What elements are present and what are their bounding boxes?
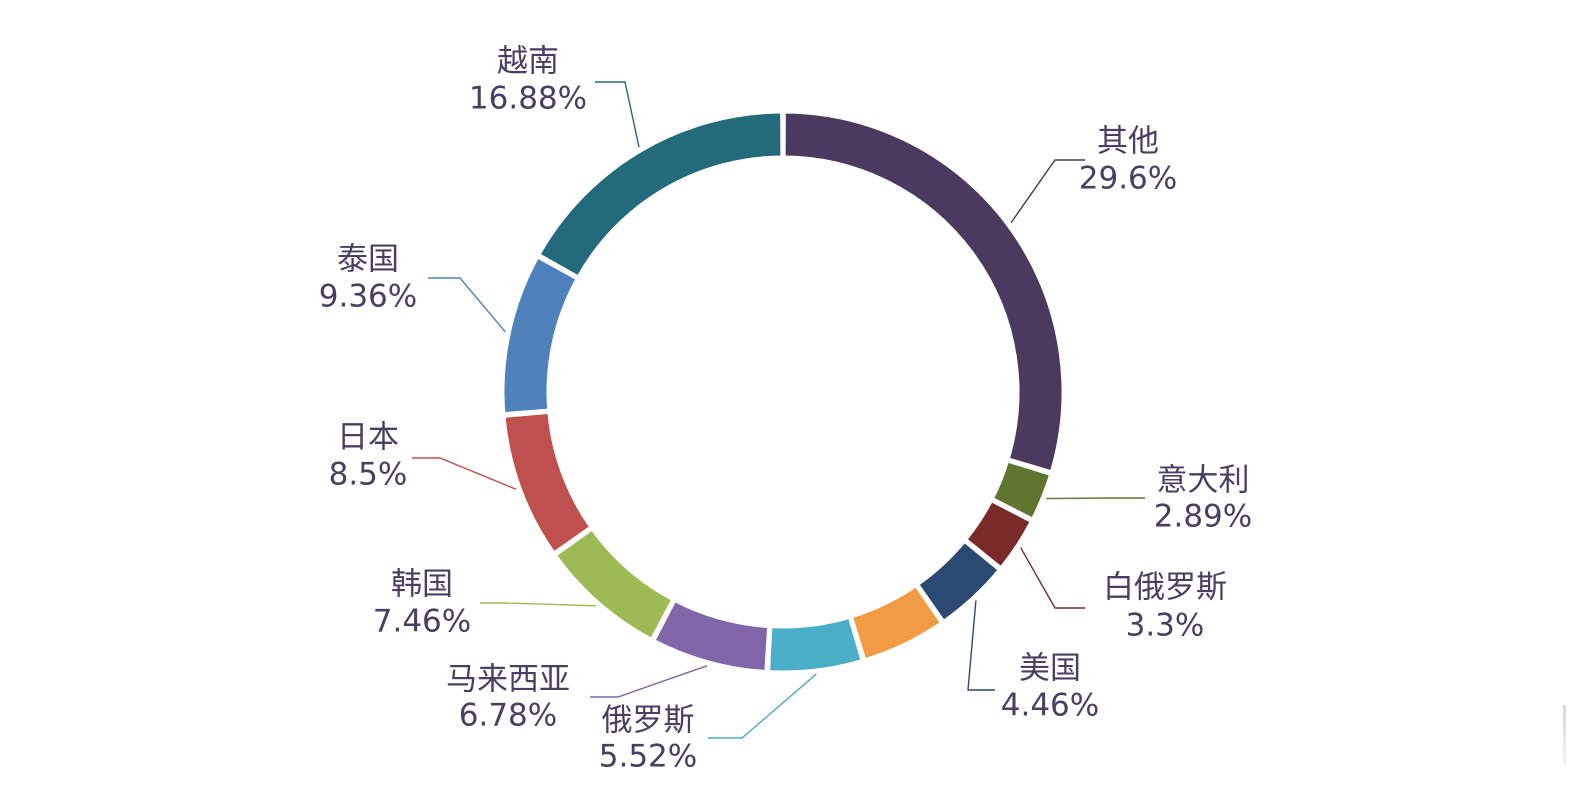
donut-slice-11 xyxy=(536,110,784,279)
leader-line-3 xyxy=(1019,547,1085,609)
donut-slice-10 xyxy=(501,255,580,416)
slice-name-label-10: 泰国 xyxy=(337,242,399,278)
slice-name-label-7: 马来西亚 xyxy=(446,662,570,698)
leader-line-7 xyxy=(590,665,708,698)
donut-slice-8 xyxy=(553,526,675,642)
donut-slice-4 xyxy=(915,539,1002,624)
edge-shadow-mark xyxy=(1563,705,1566,765)
donut-slice-9 xyxy=(502,410,593,556)
slice-name-label-4: 美国 xyxy=(1019,651,1081,687)
slice-value-label-1: 29.6% xyxy=(1079,161,1177,197)
leader-line-11 xyxy=(595,81,640,148)
leader-line-9 xyxy=(412,457,517,490)
leader-line-6 xyxy=(708,673,817,739)
slice-value-label-7: 6.78% xyxy=(459,698,557,734)
slice-value-label-4: 4.46% xyxy=(1001,688,1099,724)
slice-value-label-3: 3.3% xyxy=(1126,608,1205,644)
donut-slice-7 xyxy=(652,598,771,674)
slices-layer xyxy=(501,110,1065,674)
donut-slice-6 xyxy=(766,615,864,674)
leader-line-1 xyxy=(1010,159,1085,224)
donut-slice-1 xyxy=(782,110,1065,474)
leader-line-4 xyxy=(967,600,995,691)
slice-value-label-8: 7.46% xyxy=(373,604,471,640)
leader-line-8 xyxy=(480,602,597,607)
donut-slice-3 xyxy=(963,498,1034,570)
leader-line-10 xyxy=(428,277,506,333)
slice-value-label-11: 16.88% xyxy=(469,81,587,117)
leader-lines-layer xyxy=(412,81,1145,739)
slice-name-label-3: 白俄罗斯 xyxy=(1103,570,1227,606)
donut-slice-2 xyxy=(990,459,1053,522)
slice-value-label-10: 9.36% xyxy=(319,279,417,315)
slice-name-label-2: 意大利 xyxy=(1157,463,1250,499)
slice-name-label-11: 越南 xyxy=(497,44,559,80)
slice-value-label-9: 8.5% xyxy=(329,457,408,493)
slice-value-label-6: 5.52% xyxy=(599,739,697,775)
slice-name-label-6: 俄罗斯 xyxy=(602,703,695,739)
slice-name-label-9: 日本 xyxy=(337,420,399,456)
slice-name-label-8: 韩国 xyxy=(391,567,453,603)
donut-slice-5 xyxy=(849,583,944,662)
slice-name-label-1: 其他 xyxy=(1097,124,1159,160)
slice-value-label-2: 2.89% xyxy=(1154,499,1252,535)
leader-line-2 xyxy=(1046,497,1145,500)
